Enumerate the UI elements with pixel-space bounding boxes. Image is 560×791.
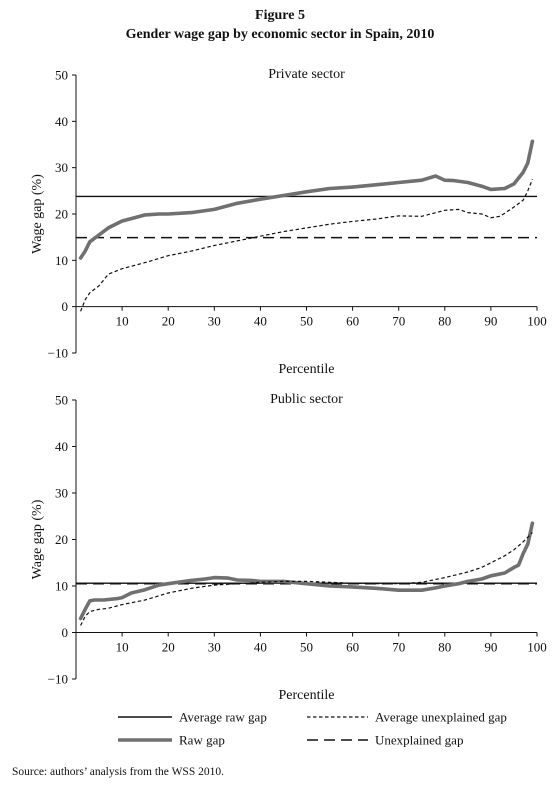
y-tick-label: 0 xyxy=(62,625,69,640)
x-tick-label: 20 xyxy=(162,314,175,329)
x-tick-label: 30 xyxy=(208,640,221,655)
x-tick-label: 50 xyxy=(300,314,313,329)
y-tick-label: 50 xyxy=(55,393,68,408)
legend-label-raw: Raw gap xyxy=(179,733,225,748)
x-axis-label: Percentile xyxy=(279,362,335,377)
y-tick-label: 40 xyxy=(55,114,68,129)
y-tick-label: 50 xyxy=(55,68,68,83)
x-tick-label: 10 xyxy=(116,314,129,329)
y-tick-label: 20 xyxy=(55,207,68,222)
y-axis-label: Wage gap (%) xyxy=(30,174,45,254)
x-tick-label: 70 xyxy=(392,314,405,329)
x-tick-label: 70 xyxy=(392,640,405,655)
x-tick-label: 90 xyxy=(484,314,497,329)
x-tick-label: 80 xyxy=(438,314,451,329)
legend-label-unexp: Unexplained gap xyxy=(375,733,463,748)
y-tick-label: 10 xyxy=(55,579,68,594)
unexplained-gap-series xyxy=(80,179,533,312)
legend: Average raw gap Average unexplained gap Ra… xyxy=(118,710,507,748)
x-tick-label: 100 xyxy=(527,640,547,655)
x-tick-label: 20 xyxy=(162,640,175,655)
x-tick-label: 60 xyxy=(346,640,359,655)
y-tick-label: −10 xyxy=(48,346,68,361)
chart-panel-1: −10 0 10 20 30 40 50 10 20 30 40 50 60 70 80 90 100 Priva… xyxy=(30,67,547,377)
y-tick-label: 20 xyxy=(55,532,68,547)
figure-label: Figure 5 xyxy=(255,8,305,23)
x-tick-label: 100 xyxy=(527,314,547,329)
y-tick-label: 40 xyxy=(55,439,68,454)
y-axis-label: Wage gap (%) xyxy=(30,499,45,579)
y-tick-label: −10 xyxy=(48,672,68,687)
raw-gap-series xyxy=(78,521,535,621)
unexplained-gap-series xyxy=(80,532,533,626)
x-tick-label: 50 xyxy=(300,640,313,655)
raw-gap-series xyxy=(78,139,535,260)
panel-title: Private sector xyxy=(268,67,345,82)
legend-label-avg-raw: Average raw gap xyxy=(179,710,267,725)
x-tick-label: 30 xyxy=(208,314,221,329)
figure-title: Gender wage gap by economic sector in Sp… xyxy=(125,27,435,42)
x-tick-label: 80 xyxy=(438,640,451,655)
x-tick-label: 10 xyxy=(116,640,129,655)
x-tick-label: 40 xyxy=(254,640,267,655)
x-tick-label: 40 xyxy=(254,314,267,329)
y-tick-label: 30 xyxy=(55,160,68,175)
x-axis-label: Percentile xyxy=(279,688,335,703)
x-tick-label: 60 xyxy=(346,314,359,329)
y-tick-label: 30 xyxy=(55,486,68,501)
y-tick-label: 0 xyxy=(62,299,69,314)
legend-label-avg-unexp: Average unexplained gap xyxy=(375,710,507,725)
panel-title: Public sector xyxy=(270,392,343,407)
x-tick-label: 90 xyxy=(484,640,497,655)
source-note: Source: authors’ analysis from the WSS 2… xyxy=(12,766,224,778)
y-tick-label: 10 xyxy=(55,253,68,268)
chart-panel-2: −10 0 10 20 30 40 50 10 20 30 40 50 60 70 80 90 100 Publi… xyxy=(30,392,547,703)
